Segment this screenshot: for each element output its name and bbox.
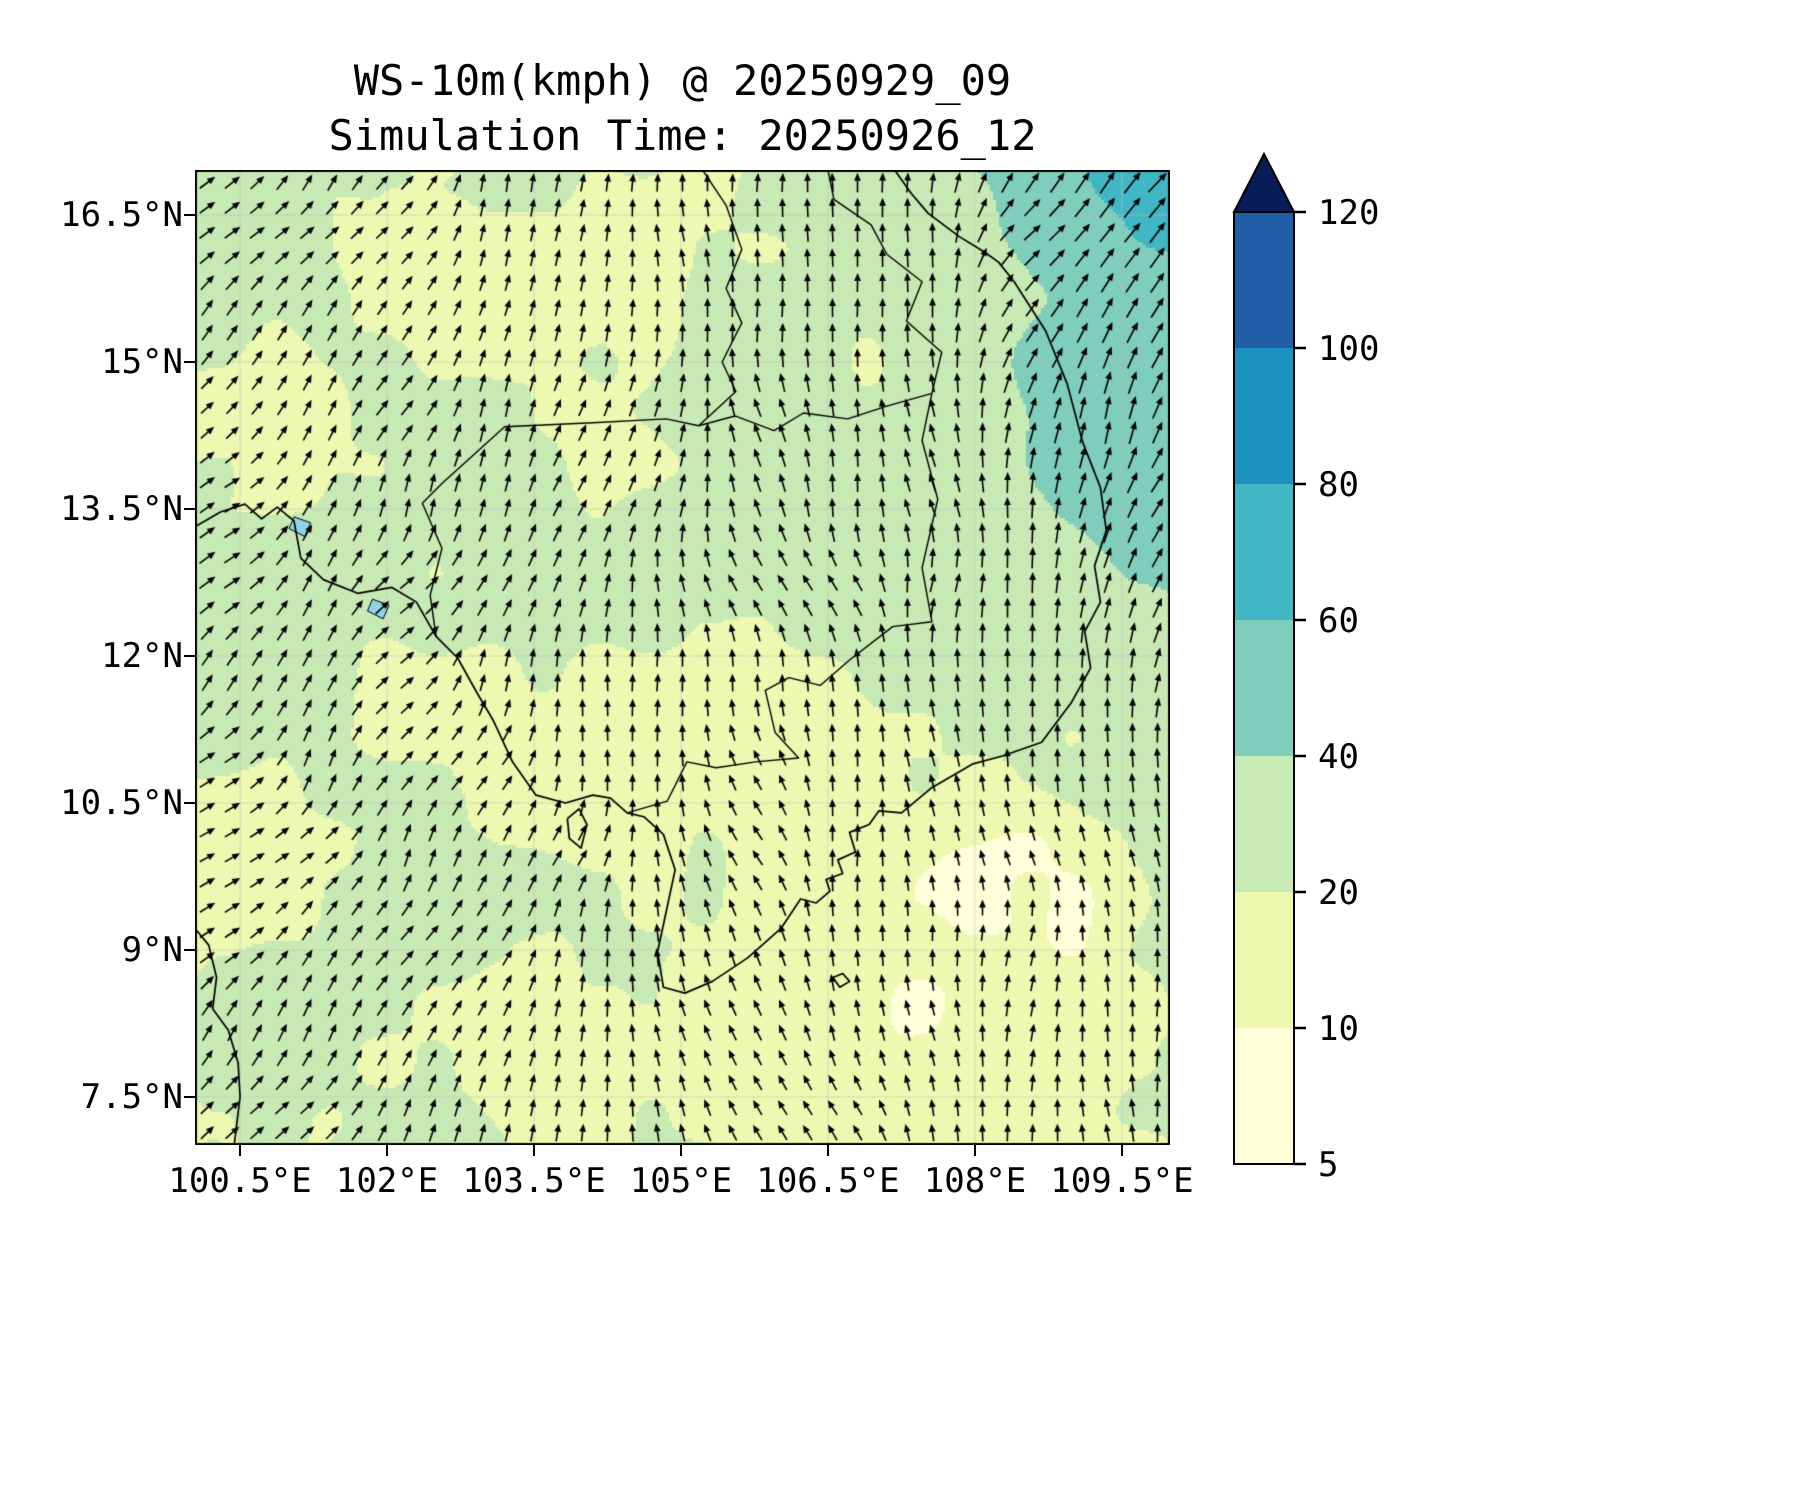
- x-tick-label: 102°E: [335, 1161, 439, 1201]
- colorbar-tick-label: 20: [1318, 873, 1359, 913]
- x-tick-label: 109.5°E: [1050, 1161, 1194, 1201]
- axis-tick-mark: [827, 1145, 829, 1156]
- x-tick-label: 106.5°E: [756, 1161, 900, 1201]
- plot-title: WS-10m(kmph) @ 20250929_09: [353, 56, 1012, 105]
- axis-tick-mark: [184, 802, 195, 804]
- axis-tick-mark: [184, 361, 195, 364]
- colorbar-tick-label: 80: [1318, 465, 1359, 505]
- y-tick-label: 16.5°N: [60, 195, 183, 236]
- x-tick-label: 100.5°E: [168, 1161, 312, 1201]
- y-tick-label: 7.5°N: [80, 1076, 183, 1117]
- y-tick-label: 12°N: [101, 636, 183, 677]
- colorbar-tick-label: 10: [1318, 1009, 1359, 1049]
- axis-tick-mark: [1120, 1145, 1123, 1156]
- map-canvas: [195, 170, 1170, 1145]
- colorbar-segment: [1234, 484, 1294, 620]
- axis-tick-mark: [184, 214, 195, 217]
- y-tick-label: 15°N: [101, 342, 183, 383]
- colorbar-tick-label: 40: [1318, 737, 1359, 777]
- x-tick-label: 108°E: [923, 1161, 1027, 1201]
- axis-tick-mark: [680, 1145, 683, 1156]
- colorbar-segment: [1234, 620, 1294, 756]
- axis-tick-mark: [533, 1145, 536, 1156]
- colorbar-segment: [1234, 212, 1294, 348]
- axis-tick-mark: [239, 1145, 242, 1156]
- colorbar-extend-max: [1232, 151, 1296, 213]
- colorbar-segment: [1234, 756, 1294, 892]
- axis-tick-mark: [184, 508, 195, 511]
- colorbar-tick-label: 5: [1318, 1145, 1338, 1185]
- y-tick-label: 9°N: [121, 930, 183, 970]
- colorbar-segment: [1234, 1028, 1294, 1164]
- colorbar-segment: [1234, 892, 1294, 1028]
- colorbar-tick-label: 120: [1318, 193, 1379, 233]
- axis-tick-mark: [974, 1145, 976, 1156]
- x-tick-label: 105°E: [629, 1161, 733, 1201]
- colorbar-segment: [1234, 348, 1294, 484]
- axis-tick-mark: [184, 655, 195, 658]
- colorbar-tick-label: 100: [1318, 329, 1379, 369]
- colorbar-tick-label: 60: [1318, 601, 1359, 641]
- axis-tick-mark: [184, 1095, 195, 1098]
- axis-tick-mark: [386, 1145, 389, 1156]
- x-tick-label: 103.5°E: [462, 1161, 606, 1201]
- y-tick-label: 10.5°N: [60, 783, 183, 823]
- y-tick-label: 13.5°N: [60, 489, 183, 530]
- colorbar: 120 100 80 60 40 20 10 5: [1232, 151, 1442, 1256]
- axis-tick-mark: [184, 949, 195, 951]
- plot-subtitle: Simulation Time: 20250926_12: [328, 111, 1037, 160]
